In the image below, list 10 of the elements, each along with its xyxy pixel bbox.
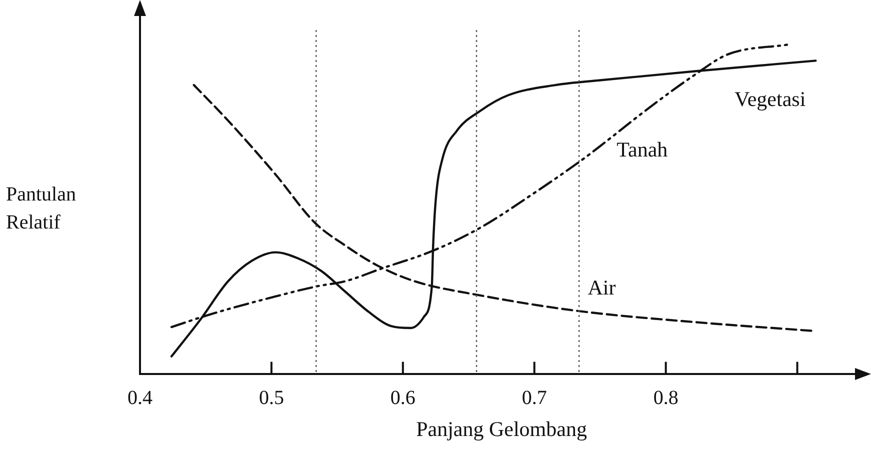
series-label: Air	[588, 275, 616, 300]
series-label: Vegetasi	[734, 87, 806, 112]
x-tick-label: 0.8	[653, 387, 678, 410]
x-tick-label: 0.6	[390, 387, 416, 410]
x-tick-label: 0.5	[258, 387, 284, 410]
x-axis-title: Panjang Gelombang	[416, 416, 588, 441]
x-tick-label: 0.4	[128, 387, 152, 410]
x-tick-label: 0.7	[522, 387, 547, 410]
series-label: Tanah	[616, 138, 668, 162]
y-axis-title: Pantulan Relatif	[6, 183, 76, 234]
